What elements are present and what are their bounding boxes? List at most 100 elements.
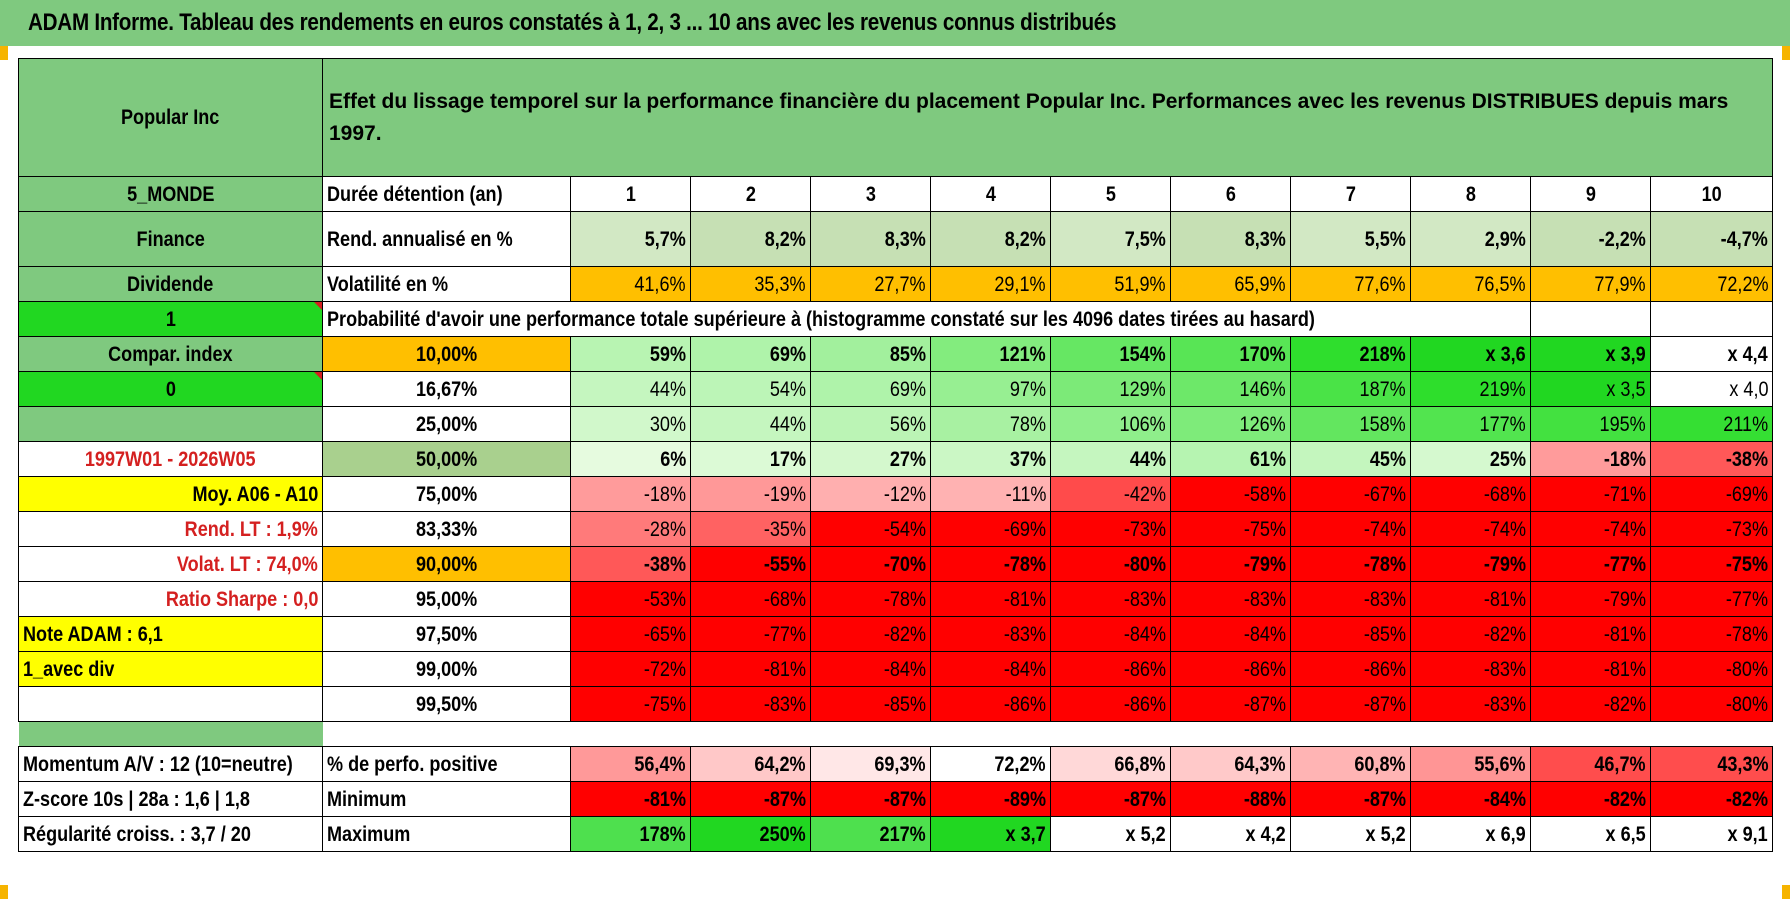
min-value: -88% [1170, 781, 1291, 817]
quantile-value-text: -58% [1243, 482, 1286, 506]
pos-value: 64,3% [1170, 746, 1291, 782]
quantile-value-text: -38% [643, 552, 686, 576]
note-label: Note ADAM : 6,1 [18, 616, 323, 652]
quantile-value: -74% [1410, 511, 1531, 547]
quantile-value-text: -28% [643, 517, 686, 541]
quantile-value-text: 17% [769, 447, 806, 471]
quantile-value: -81% [1530, 616, 1651, 652]
rend-value: 2,9% [1410, 211, 1531, 267]
quantile-value: -73% [1649, 511, 1774, 547]
empty-cell [1530, 301, 1651, 337]
max-value-text: x 3,7 [1005, 822, 1046, 846]
min-value: -87% [690, 781, 811, 817]
quantile-value: -73% [1050, 511, 1171, 547]
quantile-value-text: -74% [1603, 517, 1646, 541]
rend-value-text: 8,2% [764, 227, 806, 251]
quantile-value: -83% [1410, 686, 1531, 722]
quantile-value: 218% [1290, 336, 1411, 372]
quantile-value: 146% [1170, 371, 1291, 407]
quantile-value: 61% [1170, 441, 1291, 477]
quantile-label: 90,00% [322, 546, 571, 582]
div-label: 1_avec div [18, 651, 323, 687]
quantile-value-text: -78% [1725, 622, 1769, 646]
quantile-value-text: -11% [1005, 482, 1046, 506]
quantile-label: 97,50% [322, 616, 571, 652]
pos-value-text: 46,7% [1594, 752, 1646, 776]
quantile-value: 126% [1170, 406, 1291, 442]
quantile-row: Compar. index 10,00% 59% 69% 85% 121% 154% 170%… [18, 336, 1774, 372]
quantile-value: -28% [570, 511, 691, 547]
pos-value: 46,7% [1530, 746, 1651, 782]
volat-lt-label: Volat. LT : 74,0% [18, 546, 323, 582]
vol-value-text: 72,2% [1716, 272, 1769, 296]
moy-label-text: Moy. A06 - A10 [192, 482, 318, 506]
vol-value-text: 77,9% [1594, 272, 1646, 296]
duration-header: 1 [570, 176, 691, 212]
prob-label-row: 1 Probabilité d'avoir une performance tot… [18, 301, 1774, 337]
quantile-label: 25,00% [322, 406, 571, 442]
quantile-value: -69% [1649, 476, 1774, 512]
quantile-value-text: 44% [1129, 447, 1166, 471]
rend-label-text: Rend. annualisé en % [327, 227, 513, 251]
quantile-value: -82% [1530, 686, 1651, 722]
vol-value: 65,9% [1170, 266, 1291, 302]
quantile-value: 97% [930, 371, 1051, 407]
quantile-value: -80% [1649, 686, 1774, 722]
quantile-value: 59% [570, 336, 691, 372]
quantile-value: 187% [1290, 371, 1411, 407]
max-value-text: 250% [759, 822, 806, 846]
quantile-value-text: -81% [763, 657, 806, 681]
quantile-value-text: -18% [643, 482, 686, 506]
duration-header: 5 [1050, 176, 1171, 212]
max-value: x 4,2 [1170, 816, 1291, 852]
rend-value: 7,5% [1050, 211, 1171, 267]
quantile-value: x 4,4 [1649, 336, 1774, 372]
region-label: 5_MONDE [18, 176, 323, 212]
quantile-value: -54% [810, 511, 931, 547]
quantile-value-text: -78% [883, 587, 926, 611]
quantile-value: -42% [1050, 476, 1171, 512]
max-value: x 9,1 [1649, 816, 1774, 852]
quantile-value: -67% [1290, 476, 1411, 512]
quantile-label-text: 16,67% [415, 377, 478, 401]
volat-lt-label-text: Volat. LT : 74,0% [177, 552, 318, 576]
quantile-value-text: 37% [1009, 447, 1046, 471]
flag-2: 0 [18, 371, 323, 407]
quantile-row: Moy. A06 - A10 75,00% -18% -19% -12% -11% -42%… [18, 476, 1774, 512]
max-value: x 6,5 [1530, 816, 1651, 852]
vol-value: 35,3% [690, 266, 811, 302]
quantile-value: -83% [1290, 581, 1411, 617]
max-value-text: x 5,2 [1365, 822, 1406, 846]
quantile-value-text: 44% [769, 412, 806, 436]
quantile-value-text: -79% [1243, 552, 1286, 576]
max-value-text: 217% [879, 822, 926, 846]
duration-header: 6 [1170, 176, 1291, 212]
quantile-value-text: -81% [1483, 587, 1526, 611]
pos-value-text: 64,2% [754, 752, 806, 776]
quantile-label-text: 99,50% [415, 692, 478, 716]
compar-index-label: Compar. index [18, 336, 323, 372]
vol-value: 76,5% [1410, 266, 1531, 302]
quantile-value: -84% [930, 651, 1051, 687]
quantile-label-text: 25,00% [415, 412, 478, 436]
quantile-value: -72% [570, 651, 691, 687]
quantile-value-text: 56% [889, 412, 926, 436]
quantile-value-text: -86% [1123, 692, 1166, 716]
vol-value-text: 29,1% [994, 272, 1046, 296]
compar-index-label-text: Compar. index [108, 342, 233, 366]
quantile-value: 78% [930, 406, 1051, 442]
quantile-value: 154% [1050, 336, 1171, 372]
duration-header-text: 6 [1225, 182, 1236, 206]
min-value-text: -84% [1483, 787, 1526, 811]
quantile-value-text: -54% [883, 517, 926, 541]
quantile-value: -78% [1649, 616, 1774, 652]
sharpe-label-text: Ratio Sharpe : 0,0 [165, 587, 318, 611]
quantile-value-text: -75% [643, 692, 686, 716]
quantile-value: -75% [570, 686, 691, 722]
quantile-value: -86% [1050, 686, 1171, 722]
quantile-value: -81% [1530, 651, 1651, 687]
quantile-value: -84% [1050, 616, 1171, 652]
note-label-text: Note ADAM : 6,1 [23, 622, 163, 646]
quantile-value-text: 45% [1369, 447, 1406, 471]
sector-label-text: Finance [136, 227, 205, 251]
